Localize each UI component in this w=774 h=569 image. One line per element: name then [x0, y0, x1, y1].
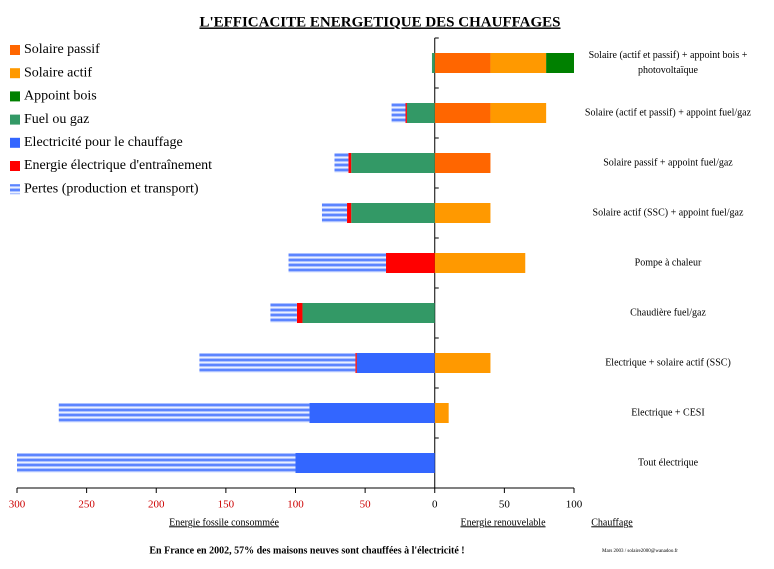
bar-segment: [199, 353, 356, 373]
credit: Mars 2003 / solaire2000@wanadoo.fr: [602, 549, 678, 554]
legend-swatch: [10, 68, 20, 79]
x-axis-label: Energie fossile consommée: [169, 517, 279, 528]
legend-swatch: [10, 91, 20, 102]
bar-segment: [405, 103, 407, 123]
legend-label: Solaire passif: [24, 42, 100, 57]
bar-segment: [490, 103, 547, 123]
bar-segment: [288, 253, 387, 273]
bar-segment: [58, 403, 310, 423]
bar-segment: [546, 53, 574, 73]
category-label: Pompe à chaleur: [634, 257, 702, 269]
x-tick-label: 300: [9, 499, 26, 511]
bar-segment: [434, 403, 449, 423]
bar-segment: [490, 53, 547, 73]
legend-label: Electricité pour le chauffage: [24, 135, 183, 150]
chart-title: L'EFFICACITE ENERGETIQUE DES CHAUFFAGES: [199, 14, 560, 30]
legend-swatch: [10, 184, 20, 195]
x-tick-label: 250: [78, 499, 95, 511]
legend-label: Appoint bois: [24, 89, 97, 104]
category-label: Solaire (actif et passif) + appoint bois…: [588, 50, 748, 76]
bar-segment: [434, 353, 491, 373]
legend-label: Pertes (production et transport): [24, 181, 199, 196]
bar-segment: [356, 353, 435, 373]
bar-segment: [334, 153, 349, 173]
category-label: Solaire actif (SSC) + appoint fuel/gaz: [592, 207, 744, 219]
x-tick-label: 150: [218, 499, 235, 511]
bar-segment: [351, 203, 435, 223]
bar-segment: [296, 303, 303, 323]
x-tick-label: 50: [360, 499, 372, 511]
bar-segment: [434, 153, 491, 173]
bar-segment: [309, 403, 435, 423]
legend-swatch: [10, 45, 20, 55]
bar-segment: [348, 153, 352, 173]
category-label: Solaire (actif et passif) + appoint fuel…: [584, 107, 752, 119]
legend-swatch: [10, 161, 20, 171]
bar-segment: [295, 453, 435, 473]
category-label: Solaire passif + appoint fuel/gaz: [603, 157, 733, 169]
bar-segment: [431, 53, 435, 73]
bar-segment: [321, 203, 348, 223]
category-label: Electrique + CESI: [631, 407, 705, 419]
legend-label: Fuel ou gaz: [24, 112, 89, 127]
legend-label: Energie électrique d'entraînement: [24, 158, 212, 173]
note: En France en 2002, 57% des maisons neuve…: [149, 545, 464, 556]
bar-segment: [391, 103, 406, 123]
x-tick-label: 100: [566, 499, 583, 511]
category-axis-label: Chauffage: [591, 517, 633, 528]
bar-segment: [270, 303, 297, 323]
x-tick-label: 100: [287, 499, 304, 511]
bar-segment: [434, 53, 491, 73]
x-axis-label: Energie renouvelable: [460, 517, 546, 528]
bar-segment: [386, 253, 435, 273]
x-tick-label: 50: [499, 499, 511, 511]
legend-swatch: [10, 137, 20, 148]
bar-segment: [355, 353, 357, 373]
bar-segment: [351, 153, 435, 173]
category-label: Chaudière fuel/gaz: [630, 307, 706, 319]
category-label: Electrique + solaire actif (SSC): [605, 357, 731, 369]
x-tick-label: 200: [148, 499, 165, 511]
bar-segment: [302, 303, 435, 323]
legend-swatch: [10, 114, 20, 125]
category-label: Tout électrique: [637, 457, 699, 469]
bar-segment: [406, 103, 435, 123]
bar-segment: [17, 453, 296, 473]
bar-segment: [434, 203, 491, 223]
legend-label: Solaire actif: [24, 65, 92, 80]
bar-segment: [434, 103, 491, 123]
x-tick-label: 0: [432, 499, 438, 511]
bar-segment: [347, 203, 352, 223]
bar-segment: [434, 253, 526, 273]
